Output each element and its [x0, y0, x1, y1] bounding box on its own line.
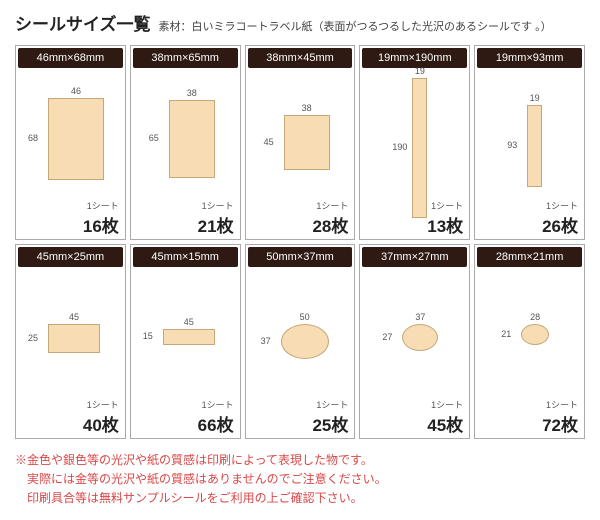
oval-shape: [402, 324, 438, 351]
size-label: 45mm×15mm: [133, 247, 238, 267]
width-dimension: 19: [527, 93, 542, 103]
size-cell: 38mm×45mm 38 45 1シート 28枚: [245, 45, 356, 240]
sheet-label: 1シート: [427, 199, 463, 212]
width-dimension: 45: [163, 317, 215, 327]
height-dimension: 15: [143, 331, 153, 341]
rect-shape: [48, 324, 100, 353]
size-label: 19mm×93mm: [477, 48, 582, 68]
width-dimension: 38: [284, 103, 330, 113]
page-title: シールサイズ一覧: [15, 10, 151, 35]
sheet-count: 16枚: [83, 217, 119, 236]
sheet-count: 21枚: [198, 217, 234, 236]
cell-footer: 1シート 16枚: [83, 199, 119, 237]
size-cell: 19mm×93mm 19 93 1シート 26枚: [474, 45, 585, 240]
size-label: 28mm×21mm: [477, 247, 582, 267]
cell-footer: 1シート 28枚: [312, 199, 348, 237]
rect-shape: [527, 105, 542, 187]
sheet-count: 28枚: [312, 217, 348, 236]
rect-shape: [284, 115, 330, 170]
sheet-count: 13枚: [427, 217, 463, 236]
sheet-count: 66枚: [198, 416, 234, 435]
size-label: 19mm×190mm: [362, 48, 467, 68]
height-dimension: 65: [149, 133, 159, 143]
size-cell: 45mm×15mm 45 15 1シート 66枚: [130, 244, 241, 439]
sheet-count: 26枚: [542, 217, 578, 236]
height-dimension: 45: [264, 137, 274, 147]
sheet-label: 1シート: [83, 199, 119, 212]
sheet-label: 1シート: [542, 199, 578, 212]
height-dimension: 93: [507, 140, 517, 150]
width-dimension: 28: [521, 312, 549, 322]
height-dimension: 37: [261, 336, 271, 346]
width-dimension: 50: [281, 312, 329, 322]
rect-shape: [169, 100, 215, 178]
size-label: 37mm×27mm: [362, 247, 467, 267]
cell-footer: 1シート 13枚: [427, 199, 463, 237]
oval-shape: [281, 324, 329, 359]
sheet-count: 45枚: [427, 416, 463, 435]
size-label: 46mm×68mm: [18, 48, 123, 68]
size-cell: 46mm×68mm 46 68 1シート 16枚: [15, 45, 126, 240]
size-chart: シールサイズ一覧 素材：白いミラコートラベル紙（表面がつるつるした光沢のあるシー…: [0, 0, 600, 519]
cell-footer: 1シート 45枚: [427, 398, 463, 436]
width-dimension: 45: [48, 312, 100, 322]
size-grid: 46mm×68mm 46 68 1シート 16枚 38mm×65mm 38 65 1シート 21枚…: [15, 45, 585, 439]
size-label: 38mm×65mm: [133, 48, 238, 68]
width-dimension: 38: [169, 88, 215, 98]
sheet-label: 1シート: [312, 199, 348, 212]
size-label: 45mm×25mm: [18, 247, 123, 267]
cell-footer: 1シート 66枚: [198, 398, 234, 436]
width-dimension: 19: [412, 66, 427, 76]
cell-footer: 1シート 21枚: [198, 199, 234, 237]
height-dimension: 25: [28, 333, 38, 343]
width-dimension: 46: [48, 86, 104, 96]
sheet-label: 1シート: [198, 398, 234, 411]
size-label: 38mm×45mm: [248, 48, 353, 68]
height-dimension: 21: [501, 329, 511, 339]
sheet-label: 1シート: [542, 398, 578, 411]
cell-footer: 1シート 26枚: [542, 199, 578, 237]
size-cell: 19mm×190mm19 190 1シート 13枚: [359, 45, 470, 240]
footnote-line: 実際には金等の光沢や紙の質感はありませんのでご注意ください。: [15, 470, 585, 489]
sheet-label: 1シート: [83, 398, 119, 411]
rect-shape: [412, 78, 427, 218]
cell-footer: 1シート 25枚: [312, 398, 348, 436]
rect-shape: [48, 98, 104, 180]
sheet-count: 72枚: [542, 416, 578, 435]
height-dimension: 190: [392, 142, 407, 152]
size-label: 50mm×37mm: [248, 247, 353, 267]
rect-shape: [163, 329, 215, 345]
size-cell: 38mm×65mm 38 65 1シート 21枚: [130, 45, 241, 240]
sheet-label: 1シート: [198, 199, 234, 212]
width-dimension: 37: [402, 312, 438, 322]
size-cell: 37mm×27mm 37 27 1シート 45枚: [359, 244, 470, 439]
header: シールサイズ一覧 素材：白いミラコートラベル紙（表面がつるつるした光沢のあるシー…: [15, 10, 585, 35]
oval-shape: [521, 324, 549, 345]
sheet-count: 40枚: [83, 416, 119, 435]
sheet-label: 1シート: [312, 398, 348, 411]
sheet-count: 25枚: [312, 416, 348, 435]
footnote-line: 印刷具合等は無料サンプルシールをご利用の上ご確認下さい。: [15, 489, 585, 508]
height-dimension: 68: [28, 133, 38, 143]
height-dimension: 27: [382, 332, 392, 342]
size-cell: 28mm×21mm 28 21 1シート 72枚: [474, 244, 585, 439]
cell-footer: 1シート 72枚: [542, 398, 578, 436]
sheet-label: 1シート: [427, 398, 463, 411]
cell-footer: 1シート 40枚: [83, 398, 119, 436]
footnotes: ※金色や銀色等の光沢や紙の質感は印刷によって表現した物です。 実際には金等の光沢…: [15, 451, 585, 509]
size-cell: 50mm×37mm 50 37 1シート 25枚: [245, 244, 356, 439]
footnote-line: ※金色や銀色等の光沢や紙の質感は印刷によって表現した物です。: [15, 451, 585, 470]
page-subtitle: 素材：白いミラコートラベル紙（表面がつるつるした光沢のあるシールです 。）: [159, 18, 552, 34]
size-cell: 45mm×25mm 45 25 1シート 40枚: [15, 244, 126, 439]
